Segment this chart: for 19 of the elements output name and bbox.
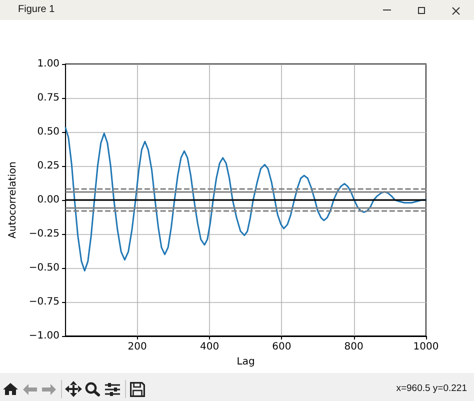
y-tick-label: 0.25	[37, 160, 60, 172]
y-tick-label: 0.75	[37, 92, 60, 104]
x-axis-title: Lag	[236, 356, 255, 368]
y-tick-label: −0.75	[28, 296, 60, 308]
text: x=960.5 y=0.221	[396, 383, 467, 394]
y-tick-label: −0.50	[28, 262, 60, 274]
x-tick-label: 800	[344, 342, 364, 352]
caption: Figure 1	[18, 4, 55, 16]
line-series	[64, 127, 427, 272]
y-tick-label: 0.00	[37, 194, 60, 206]
x-tick-label: 600	[272, 342, 292, 352]
x-tick-label: 1000	[413, 342, 439, 352]
y-tick-label: 1.00	[37, 58, 60, 70]
x-tick-label: 200	[128, 342, 147, 352]
y-axis-title: Autocorrelation	[8, 162, 18, 238]
y-tick-label: 0.50	[37, 126, 60, 138]
y-tick-label: −1.00	[28, 330, 60, 342]
y-tick-label: −0.25	[28, 228, 60, 240]
x-tick-label: 400	[200, 342, 220, 352]
